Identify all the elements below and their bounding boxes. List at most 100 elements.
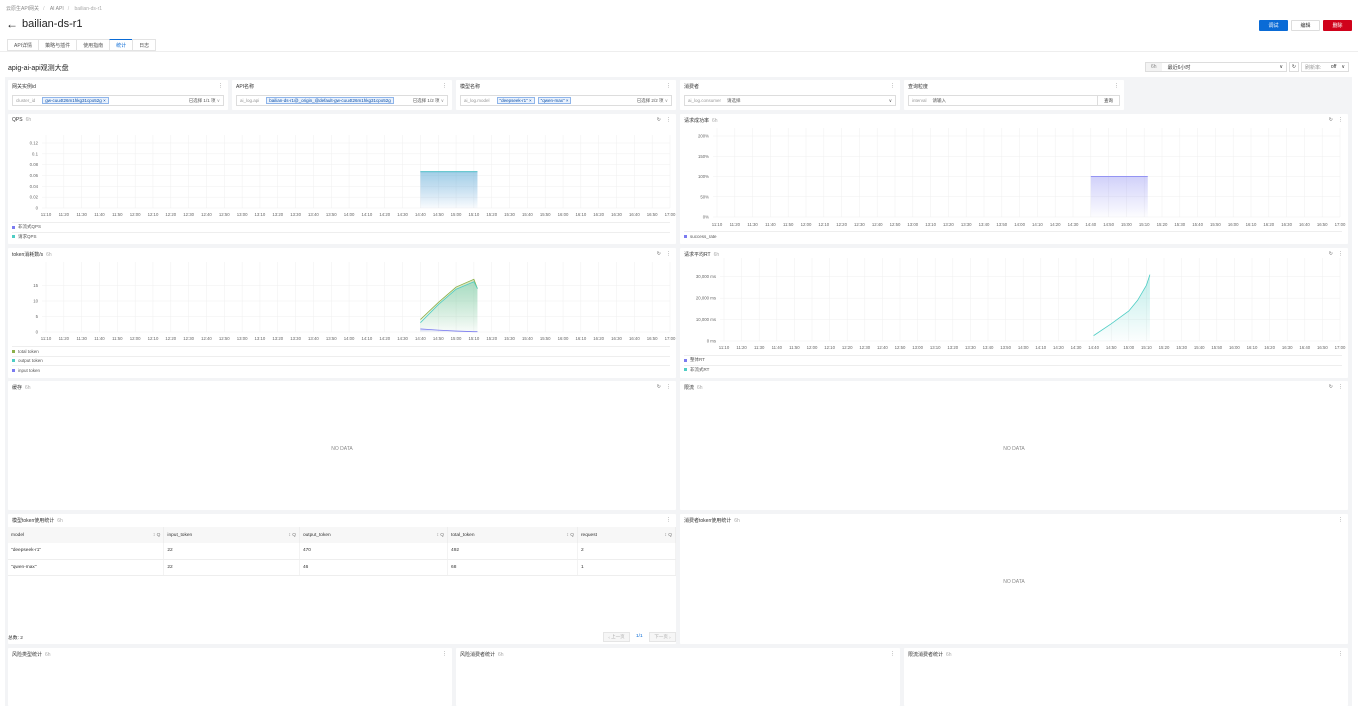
debug-button[interactable]: 调试 bbox=[1259, 20, 1288, 31]
legend-item[interactable]: input token bbox=[12, 365, 670, 374]
more-icon[interactable]: ⋮ bbox=[666, 251, 671, 257]
x-tick-label: 12:10 bbox=[824, 345, 835, 350]
more-icon[interactable]: ⋮ bbox=[1338, 384, 1343, 390]
x-tick-label: 15:40 bbox=[1192, 222, 1203, 227]
filter-key: ai_log.api bbox=[240, 98, 260, 103]
more-icon[interactable]: ⋮ bbox=[1338, 117, 1343, 123]
selected-count: 已选择 1/2 项 bbox=[412, 97, 440, 103]
legend-item[interactable]: 整体RT bbox=[684, 355, 1342, 364]
arrow-left-icon[interactable]: ← bbox=[6, 17, 18, 31]
refresh-icon[interactable]: ↻ bbox=[1328, 117, 1333, 123]
x-tick-label: 13:40 bbox=[308, 336, 319, 341]
column-header[interactable]: input_token ↕ Q bbox=[163, 527, 300, 543]
refresh-icon[interactable]: ↻ bbox=[656, 117, 661, 123]
series-line bbox=[420, 278, 478, 320]
gateway-id-select[interactable]: cluster_id gw-cuu4t26m1hkg31cpo52g × 已选择 1… bbox=[12, 95, 224, 106]
column-header[interactable]: model ↕ Q bbox=[8, 527, 165, 543]
api-name-select[interactable]: ai_log.api bailian-ds-r1@_origin_@default… bbox=[236, 95, 448, 106]
sort-search-icon[interactable]: ↕ Q bbox=[436, 532, 445, 538]
tab-guide[interactable]: 使用指南 bbox=[76, 39, 110, 51]
selected-tag[interactable]: "deepseek-r1" × bbox=[496, 97, 535, 104]
x-tick-label: 12:00 bbox=[807, 345, 818, 350]
selected-tag[interactable]: bailian-ds-r1@_origin_@default-gw-cuu4t2… bbox=[266, 97, 394, 104]
x-tick-label: 11:30 bbox=[754, 345, 765, 350]
more-icon[interactable]: ⋮ bbox=[666, 83, 671, 89]
legend-item[interactable]: 非流式RT bbox=[684, 364, 1342, 374]
x-tick-label: 13:00 bbox=[907, 222, 918, 227]
filter-key: interval bbox=[912, 98, 927, 103]
next-page-button[interactable]: 下一页 › bbox=[649, 632, 676, 642]
chart-subtitle: 6h bbox=[713, 252, 720, 258]
breadcrumb-gateway[interactable]: 云原生API网关 bbox=[6, 6, 40, 12]
consumer-select[interactable]: ai_log.consumer 请选择 ∨ bbox=[684, 95, 896, 106]
tab-logs[interactable]: 日志 bbox=[132, 39, 157, 51]
breadcrumb-ai-api[interactable]: AI API bbox=[49, 6, 64, 12]
panel-title: 限流消费者统计 bbox=[908, 652, 944, 658]
x-tick-label: 14:10 bbox=[362, 212, 373, 217]
more-icon[interactable]: ⋮ bbox=[1338, 251, 1343, 257]
x-tick-label: 13:10 bbox=[930, 345, 941, 350]
legend-item[interactable]: 非流式QPS bbox=[12, 222, 670, 231]
x-tick-label: 14:10 bbox=[1032, 222, 1043, 227]
panel-title: 限流 bbox=[684, 385, 695, 391]
more-icon[interactable]: ⋮ bbox=[1114, 83, 1119, 89]
sort-search-icon[interactable]: ↕ Q bbox=[152, 532, 161, 538]
selected-tag[interactable]: gw-cuu4t26m1hkg31cpo52g × bbox=[42, 97, 109, 104]
x-tick-label: 12:30 bbox=[183, 336, 194, 341]
risk-type-panel: 风险类型统计 6h ⋮ bbox=[8, 648, 452, 706]
tab-api-detail[interactable]: API详情 bbox=[7, 39, 39, 51]
more-icon[interactable]: ⋮ bbox=[890, 651, 895, 657]
refresh-icon[interactable]: ↻ bbox=[1328, 251, 1333, 257]
legend-swatch bbox=[12, 225, 15, 229]
x-tick-label: 16:40 bbox=[629, 212, 640, 217]
column-header[interactable]: total_token ↕ Q bbox=[447, 527, 578, 543]
selected-tag[interactable]: "qwen-max" × bbox=[537, 97, 572, 104]
more-icon[interactable]: ⋮ bbox=[890, 83, 895, 89]
panel-title: 模型token使用统计 bbox=[12, 518, 55, 524]
refresh-rate-value: off bbox=[1330, 64, 1337, 70]
refresh-icon[interactable]: ↻ bbox=[1328, 384, 1333, 390]
time-value: 最近6小时 bbox=[1167, 64, 1191, 71]
x-tick-label: 12:50 bbox=[895, 345, 906, 350]
tab-policies-plugins[interactable]: 策略与插件 bbox=[38, 39, 77, 51]
column-header[interactable]: output_token ↕ Q bbox=[299, 527, 449, 543]
filter-model-name: 模型名称 ⋮ ai_log.model "deepseek-r1" × "qwen-… bbox=[456, 80, 676, 110]
more-icon[interactable]: ⋮ bbox=[666, 384, 671, 390]
chart-title: QPS bbox=[12, 117, 23, 123]
x-tick-label: 14:10 bbox=[1035, 345, 1046, 350]
sort-search-icon[interactable]: ↕ Q bbox=[566, 532, 574, 538]
x-tick-label: 16:00 bbox=[558, 212, 569, 217]
x-tick-label: 12:00 bbox=[130, 212, 141, 217]
more-icon[interactable]: ⋮ bbox=[442, 651, 447, 657]
y-tick-label: 0.02 bbox=[30, 195, 39, 200]
legend-item[interactable]: 请求QPS bbox=[12, 231, 670, 241]
sort-search-icon[interactable]: ↕ Q bbox=[664, 532, 672, 538]
more-icon[interactable]: ⋮ bbox=[1338, 651, 1343, 657]
interval-input[interactable]: interval 请输入 查询 bbox=[908, 95, 1120, 106]
more-icon[interactable]: ⋮ bbox=[1338, 517, 1343, 523]
query-button[interactable]: 查询 bbox=[1097, 96, 1119, 105]
edit-button[interactable]: 编辑 bbox=[1291, 20, 1320, 31]
y-tick-label: 0.06 bbox=[30, 173, 39, 178]
prev-page-button[interactable]: ‹ 上一页 bbox=[603, 632, 630, 642]
delete-button[interactable]: 删除 bbox=[1323, 20, 1352, 31]
column-header[interactable]: request ↕ Q bbox=[577, 527, 677, 543]
more-icon[interactable]: ⋮ bbox=[442, 83, 447, 89]
tab-statistics[interactable]: 统计 bbox=[109, 39, 133, 51]
more-icon[interactable]: ⋮ bbox=[218, 83, 223, 89]
legend-item[interactable]: total token bbox=[12, 346, 670, 355]
more-icon[interactable]: ⋮ bbox=[666, 117, 671, 123]
sort-search-icon[interactable]: ↕ Q bbox=[288, 532, 296, 538]
time-range-select[interactable]: 6h 最近6小时 ∨ bbox=[1145, 62, 1287, 72]
refresh-icon[interactable]: ↻ bbox=[656, 251, 661, 257]
legend-item[interactable]: success_rate bbox=[684, 231, 1342, 240]
refresh-rate-select[interactable]: 刷新率: off ∨ bbox=[1301, 62, 1349, 72]
refresh-icon[interactable]: ↻ bbox=[656, 384, 661, 390]
refresh-button[interactable]: ↻ bbox=[1289, 62, 1299, 72]
x-tick-label: 13:40 bbox=[983, 345, 994, 350]
legend-item[interactable]: output token bbox=[12, 355, 670, 365]
model-name-select[interactable]: ai_log.model "deepseek-r1" × "qwen-max" × 已… bbox=[460, 95, 672, 106]
more-icon[interactable]: ⋮ bbox=[666, 517, 671, 523]
x-tick-label: 12:40 bbox=[201, 336, 212, 341]
qps-chart-panel: QPS 6h ↻ ⋮ 11:10 11:20 11:30 11:40 11:50 12:00 1… bbox=[8, 114, 676, 244]
